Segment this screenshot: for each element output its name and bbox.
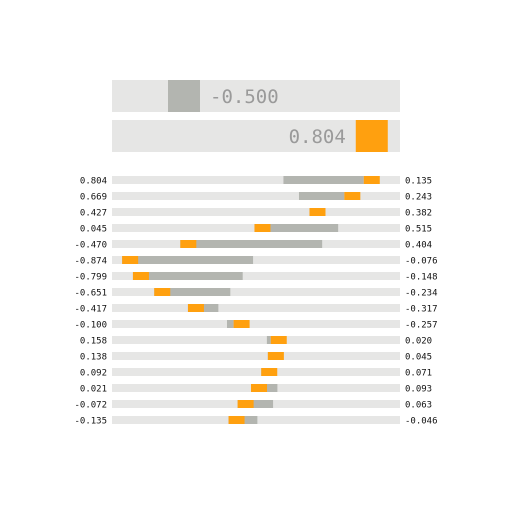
row-span-bar — [180, 240, 323, 248]
row-span-bar — [254, 224, 339, 232]
row-left-label: 0.138 — [80, 353, 107, 363]
row-left-label: -0.651 — [74, 289, 107, 299]
row-track — [112, 336, 400, 344]
row-track — [112, 256, 400, 264]
row-right-label: 0.135 — [405, 177, 432, 187]
row-left-label: -0.100 — [74, 321, 107, 331]
row-value-marker — [267, 352, 284, 360]
row-track — [112, 192, 400, 200]
row-value-marker — [344, 192, 361, 200]
row-value-marker — [309, 208, 326, 216]
row-right-label: -0.257 — [405, 321, 438, 331]
row-value-marker — [187, 304, 204, 312]
row-right-label: 0.020 — [405, 337, 432, 347]
row-right-label: 0.515 — [405, 225, 432, 235]
summary-value-label: -0.500 — [210, 86, 279, 108]
row-value-marker — [180, 240, 197, 248]
row-left-label: 0.158 — [80, 337, 107, 347]
row-left-label: -0.470 — [74, 241, 107, 251]
summary-track — [112, 120, 400, 152]
row-left-label: 0.427 — [80, 209, 107, 219]
row-right-label: -0.148 — [405, 273, 438, 283]
row-right-label: 0.071 — [405, 369, 432, 379]
row-track — [112, 272, 400, 280]
summary-track — [112, 80, 400, 112]
row-value-marker — [270, 336, 287, 344]
row-value-marker — [261, 368, 278, 376]
row-span-bar — [283, 176, 364, 184]
row-track — [112, 288, 400, 296]
row-value-marker — [228, 416, 245, 424]
summary-marker — [355, 120, 388, 152]
row-value-marker — [251, 384, 268, 392]
row-value-marker — [122, 256, 139, 264]
row-value-marker — [233, 320, 250, 328]
row-track — [112, 208, 400, 216]
row-track — [112, 352, 400, 360]
row-right-label: 0.243 — [405, 193, 432, 203]
row-right-label: -0.234 — [405, 289, 438, 299]
row-right-label: -0.046 — [405, 417, 438, 427]
row-left-label: -0.135 — [74, 417, 107, 427]
row-left-label: -0.874 — [74, 257, 107, 267]
row-track — [112, 320, 400, 328]
row-right-label: -0.317 — [405, 305, 438, 315]
row-value-marker — [254, 224, 271, 232]
summary-value-label: 0.804 — [289, 126, 346, 148]
row-span-bar — [122, 256, 254, 264]
row-left-label: 0.804 — [80, 177, 107, 187]
row-left-label: 0.669 — [80, 193, 107, 203]
row-span-bar — [226, 320, 234, 328]
row-value-marker — [132, 272, 149, 280]
row-left-label: 0.092 — [80, 369, 107, 379]
row-track — [112, 304, 400, 312]
row-right-label: -0.076 — [405, 257, 438, 267]
row-left-label: -0.417 — [74, 305, 107, 315]
row-left-label: -0.799 — [74, 273, 107, 283]
row-left-label: -0.072 — [74, 401, 107, 411]
row-left-label: 0.045 — [80, 225, 107, 235]
row-right-label: 0.063 — [405, 401, 432, 411]
row-right-label: 0.093 — [405, 385, 432, 395]
row-track — [112, 176, 400, 184]
row-right-label: 0.382 — [405, 209, 432, 219]
row-track — [112, 368, 400, 376]
row-right-label: 0.404 — [405, 241, 432, 251]
row-span-bar — [154, 288, 231, 296]
summary-marker — [168, 80, 200, 112]
row-right-label: 0.045 — [405, 353, 432, 363]
row-left-label: 0.021 — [80, 385, 107, 395]
row-value-marker — [363, 176, 380, 184]
row-span-bar — [266, 336, 271, 344]
row-span-bar — [237, 400, 274, 408]
row-span-bar — [298, 192, 345, 200]
row-value-marker — [154, 288, 171, 296]
row-span-bar — [132, 272, 243, 280]
row-value-marker — [237, 400, 254, 408]
